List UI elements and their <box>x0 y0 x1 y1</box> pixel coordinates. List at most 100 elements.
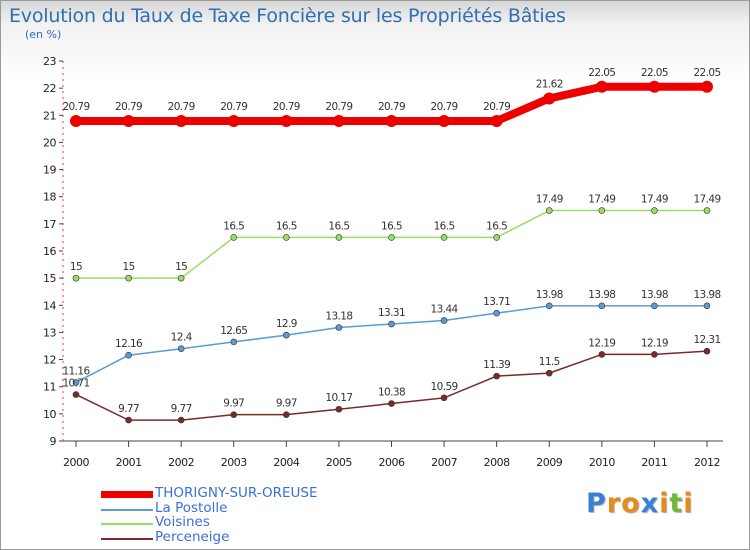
data-point <box>388 234 395 241</box>
data-point <box>545 207 553 214</box>
data-point <box>648 80 661 93</box>
logo-letter: i <box>659 488 670 519</box>
y-tick-label: 9 <box>50 435 57 448</box>
x-tick-label: 2004 <box>273 456 299 469</box>
data-label: 10.59 <box>431 381 458 393</box>
data-point <box>651 207 658 214</box>
data-point <box>230 411 238 418</box>
data-point <box>335 405 343 413</box>
y-tick-label: 22 <box>43 82 56 95</box>
chart-subtitle: (en %) <box>25 28 62 41</box>
proxiti-logo: Proxiti <box>586 488 694 519</box>
data-label: 20.79 <box>483 101 510 113</box>
y-tick-label: 14 <box>43 299 56 312</box>
data-label: 12.65 <box>220 325 247 337</box>
data-label: 9.77 <box>118 403 139 415</box>
data-point <box>438 114 451 127</box>
data-label: 16.5 <box>223 220 244 232</box>
data-label: 20.79 <box>378 101 405 113</box>
data-point <box>230 234 238 241</box>
y-tick-label: 12 <box>43 354 56 367</box>
y-tick-label: 20 <box>43 136 56 149</box>
x-tick-label: 2002 <box>168 456 194 469</box>
data-point <box>177 416 185 424</box>
legend-item-perceneige: Perceneige <box>101 528 441 546</box>
logo-letter: P <box>586 488 607 519</box>
data-label: 10.38 <box>378 387 405 399</box>
data-point <box>335 234 343 241</box>
legend-swatch-voisines <box>101 523 153 525</box>
data-label: 12.9 <box>276 318 297 330</box>
data-label: 22.05 <box>693 67 720 79</box>
data-point <box>283 331 290 339</box>
data-label: 20.79 <box>168 101 195 113</box>
x-tick-label: 2010 <box>589 456 615 469</box>
data-label: 20.79 <box>325 101 352 113</box>
data-point <box>545 302 553 310</box>
y-tick-label: 23 <box>43 55 56 68</box>
data-label: 13.31 <box>378 307 405 319</box>
data-point <box>388 320 395 328</box>
data-point <box>703 347 711 355</box>
data-label: 13.18 <box>325 311 352 323</box>
data-label: 17.49 <box>588 194 615 206</box>
data-label: 20.79 <box>431 101 458 113</box>
data-label: 16.5 <box>276 220 297 232</box>
data-label: 13.44 <box>431 303 459 315</box>
data-label: 12.31 <box>693 334 720 346</box>
data-label: 16.5 <box>486 220 507 232</box>
data-label: 13.71 <box>483 296 510 308</box>
y-tick-label: 18 <box>43 191 56 204</box>
y-tick-label: 16 <box>43 245 56 258</box>
legend-label-voisines: Voisines <box>155 514 210 530</box>
data-point <box>72 274 80 282</box>
data-point <box>598 351 606 358</box>
data-label: 16.5 <box>381 220 402 232</box>
data-point <box>72 379 80 386</box>
data-point <box>335 324 343 331</box>
data-label: 16.5 <box>328 220 349 232</box>
legend-label-perceneige: Perceneige <box>155 528 230 545</box>
data-label: 15 <box>175 261 187 273</box>
data-label: 11.39 <box>483 359 510 371</box>
data-point <box>283 411 290 418</box>
data-point <box>125 274 132 282</box>
legend-swatch-la-postolle <box>101 508 153 511</box>
data-point <box>440 234 448 241</box>
data-label: 21.62 <box>536 78 563 90</box>
data-point <box>651 351 658 358</box>
data-label: 12.19 <box>588 337 615 349</box>
data-label: 13.98 <box>536 289 563 301</box>
data-label: 17.49 <box>536 194 563 206</box>
x-tick-label: 2011 <box>641 456 667 469</box>
data-label: 10.71 <box>62 378 89 390</box>
legend: THORIGNY-SUR-OREUSE La Postolle Voisines… <box>101 485 441 546</box>
data-point <box>701 80 713 93</box>
data-label: 22.05 <box>588 67 615 79</box>
logo-letter: r <box>606 488 622 519</box>
data-label: 9.77 <box>171 403 192 415</box>
data-point <box>177 345 185 353</box>
logo-letter: i <box>683 488 694 519</box>
data-point <box>122 114 135 127</box>
x-tick-label: 2009 <box>536 456 562 469</box>
data-label: 11.16 <box>62 365 90 377</box>
legend-label-la-postolle: La Postolle <box>155 499 228 516</box>
data-point <box>598 207 606 214</box>
data-point <box>598 302 606 310</box>
data-point <box>177 274 185 282</box>
x-tick-label: 2005 <box>326 456 352 469</box>
legend-swatch-perceneige <box>101 537 153 540</box>
data-point <box>230 338 238 346</box>
data-label: 17.49 <box>693 194 720 206</box>
data-label: 13.98 <box>693 289 720 301</box>
data-point <box>440 317 448 324</box>
legend-swatch-thorigny <box>101 491 153 498</box>
x-tick-label: 2001 <box>116 456 142 469</box>
data-point <box>545 369 553 377</box>
legend-label-thorigny: THORIGNY-SUR-OREUSE <box>155 485 318 501</box>
logo-letter: t <box>669 488 684 519</box>
data-label: 9.97 <box>276 398 297 410</box>
